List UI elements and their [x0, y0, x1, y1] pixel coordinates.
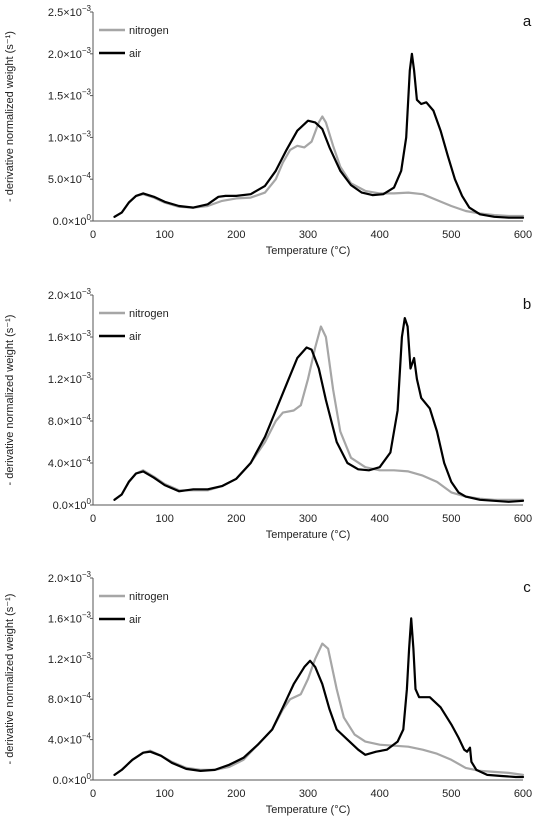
- chart-a-svg: 0 100 200 300 400 500 600 0.0×100 5.0×10−4 1.0×10…: [4, 4, 532, 257]
- series-line-nitrogen: [113, 325, 525, 501]
- panel-label: a: [523, 13, 532, 30]
- y-tick-label: 2.0×10−3: [48, 570, 92, 585]
- y-tick-label: 0.0×100: [53, 497, 92, 512]
- legend-label-air: air: [129, 331, 142, 343]
- y-axis-title: - derivative normalized weight (s⁻¹): [4, 315, 16, 486]
- y-tick-label: 0.0×100: [53, 213, 92, 228]
- x-tick-label: 300: [299, 513, 317, 525]
- y-axis-title: - derivative normalized weight (s⁻¹): [4, 594, 16, 765]
- series-line-nitrogen: [113, 115, 525, 218]
- x-tick-label: 200: [227, 788, 245, 800]
- x-tick-label: 200: [227, 229, 245, 241]
- x-tick-label: 0: [90, 229, 96, 241]
- x-tick-label: 100: [155, 788, 173, 800]
- y-tick-label: 2.0×10−3: [48, 46, 92, 61]
- x-tick-label: 200: [227, 513, 245, 525]
- y-tick-label: 1.2×10−3: [48, 371, 92, 386]
- y-tick-label: 5.0×10−4: [48, 171, 92, 186]
- y-tick-label: 1.2×10−3: [48, 651, 92, 666]
- x-tick-label: 600: [514, 513, 532, 525]
- series-line-air: [113, 617, 525, 779]
- x-tick-label: 400: [370, 513, 388, 525]
- x-tick-label: 100: [155, 513, 173, 525]
- chart-panel-a: 0 100 200 300 400 500 600 0.0×100 5.0×10−4 1.0×10…: [0, 0, 550, 270]
- series-line-nitrogen: [113, 642, 525, 776]
- x-tick-label: 0: [90, 513, 96, 525]
- y-tick-label: 1.6×10−3: [48, 329, 92, 344]
- y-tick-label: 1.5×10−3: [48, 88, 92, 103]
- x-tick-label: 0: [90, 788, 96, 800]
- x-tick-label: 100: [155, 229, 173, 241]
- panel-label: c: [523, 579, 531, 596]
- chart-panel-c: 0 100 200 300 400 500 600 0.0×100 4.0×10−4 8.0×10…: [0, 564, 550, 833]
- y-tick-label: 1.6×10−3: [48, 610, 92, 625]
- x-tick-label: 400: [370, 229, 388, 241]
- x-axis-title: Temperature (°C): [266, 804, 350, 816]
- x-tick-label: 500: [442, 513, 460, 525]
- y-tick-label: 0.0×100: [53, 772, 92, 787]
- y-tick-label: 4.0×10−4: [48, 455, 92, 470]
- x-tick-label: 300: [299, 229, 317, 241]
- x-tick-label: 600: [514, 229, 532, 241]
- x-tick-label: 500: [442, 229, 460, 241]
- x-tick-label: 500: [442, 788, 460, 800]
- chart-b-svg: 0 100 200 300 400 500 600 0.0×100 4.0×10−4 8.0×10…: [4, 287, 532, 541]
- x-axis-title: Temperature (°C): [266, 245, 350, 257]
- y-tick-label: 8.0×10−4: [48, 413, 92, 428]
- x-axis-title: Temperature (°C): [266, 529, 350, 541]
- y-axis-title: - derivative normalized weight (s⁻¹): [4, 31, 16, 202]
- x-tick-label: 400: [370, 788, 388, 800]
- y-tick-label: 1.0×10−3: [48, 129, 92, 144]
- chart-c-svg: 0 100 200 300 400 500 600 0.0×100 4.0×10−4 8.0×10…: [4, 570, 532, 816]
- legend-label-nitrogen: nitrogen: [129, 25, 169, 37]
- y-tick-label: 2.0×10−3: [48, 287, 92, 302]
- y-tick-label: 2.5×10−3: [48, 4, 92, 19]
- chart-panel-b: 0 100 200 300 400 500 600 0.0×100 4.0×10−4 8.0×10…: [0, 282, 550, 552]
- series-line-air: [113, 52, 525, 219]
- y-tick-label: 8.0×10−4: [48, 691, 92, 706]
- legend-label-nitrogen: nitrogen: [129, 308, 169, 320]
- panel-label: b: [523, 296, 531, 313]
- x-tick-label: 300: [299, 788, 317, 800]
- series-line-air: [113, 317, 525, 503]
- y-tick-label: 4.0×10−4: [48, 732, 92, 747]
- legend-label-air: air: [129, 48, 142, 60]
- legend-label-air: air: [129, 614, 142, 626]
- legend-label-nitrogen: nitrogen: [129, 591, 169, 603]
- x-tick-label: 600: [514, 788, 532, 800]
